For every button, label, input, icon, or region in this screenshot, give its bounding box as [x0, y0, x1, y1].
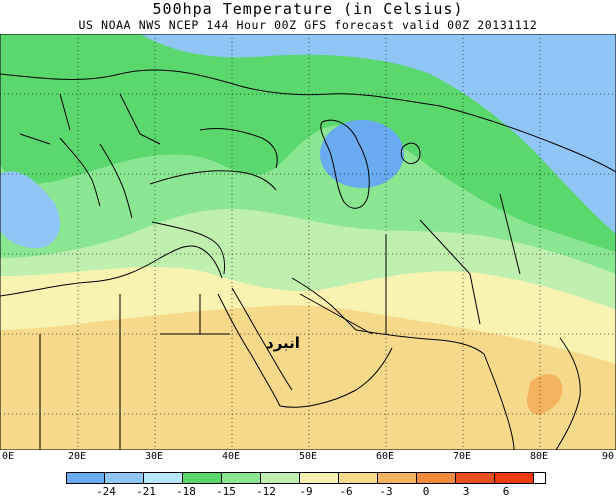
map-subtitle: US NOAA NWS NCEP 144 Hour 00Z GFS foreca…	[78, 18, 538, 32]
longitude-label: 50E	[299, 451, 318, 462]
longitude-label: 80E	[530, 451, 549, 462]
longitude-label: 90	[602, 451, 615, 462]
colorbar-tick-label: 3	[462, 485, 470, 498]
longitude-label: 70E	[453, 451, 472, 462]
temperature-map: انبرد	[0, 34, 616, 450]
colorbar-swatch	[261, 472, 300, 484]
colorbar-swatch	[183, 472, 222, 484]
colorbar-swatch	[417, 472, 456, 484]
longitude-label: 30E	[145, 451, 164, 462]
coastlines	[0, 69, 616, 450]
map-title: 500hpa Temperature (in Celsius)	[152, 0, 464, 18]
colorbar-swatch	[105, 472, 144, 484]
colorbar-tick-label: -9	[299, 485, 313, 498]
colorbar-swatch	[144, 472, 183, 484]
colorbar-swatch	[339, 472, 378, 484]
colorbar-tick-label: -21	[136, 485, 156, 498]
zone-cool-blue-west	[0, 171, 60, 249]
colorbar-tick-label: -3	[379, 485, 393, 498]
colorbar-tick-label: 6	[502, 485, 510, 498]
colorbar-swatch	[456, 472, 495, 484]
colorbar-tick-label: -6	[339, 485, 353, 498]
longitude-label: 40E	[222, 451, 241, 462]
temperature-colorbar	[66, 472, 534, 484]
colorbar-swatch	[222, 472, 261, 484]
map-annotation: انبرد	[266, 334, 300, 352]
longitude-label: 20E	[68, 451, 87, 462]
longitude-label: 60E	[376, 451, 395, 462]
zone-cool-blue	[140, 34, 616, 234]
colorbar-tick-label: -15	[216, 485, 236, 498]
colorbar-tick-label: -18	[176, 485, 196, 498]
colorbar-swatch	[378, 472, 417, 484]
colorbar-tick-label: 0	[422, 485, 430, 498]
zone-orange-spot	[526, 374, 563, 415]
colorbar-swatch	[300, 472, 339, 484]
colorbar-tick-label: -12	[256, 485, 276, 498]
colorbar-swatch	[495, 472, 534, 484]
colorbar-swatch	[66, 472, 105, 484]
colorbar-tick-label: -24	[96, 485, 116, 498]
zone-cold-core	[320, 120, 404, 188]
longitude-label: 0E	[2, 451, 15, 462]
